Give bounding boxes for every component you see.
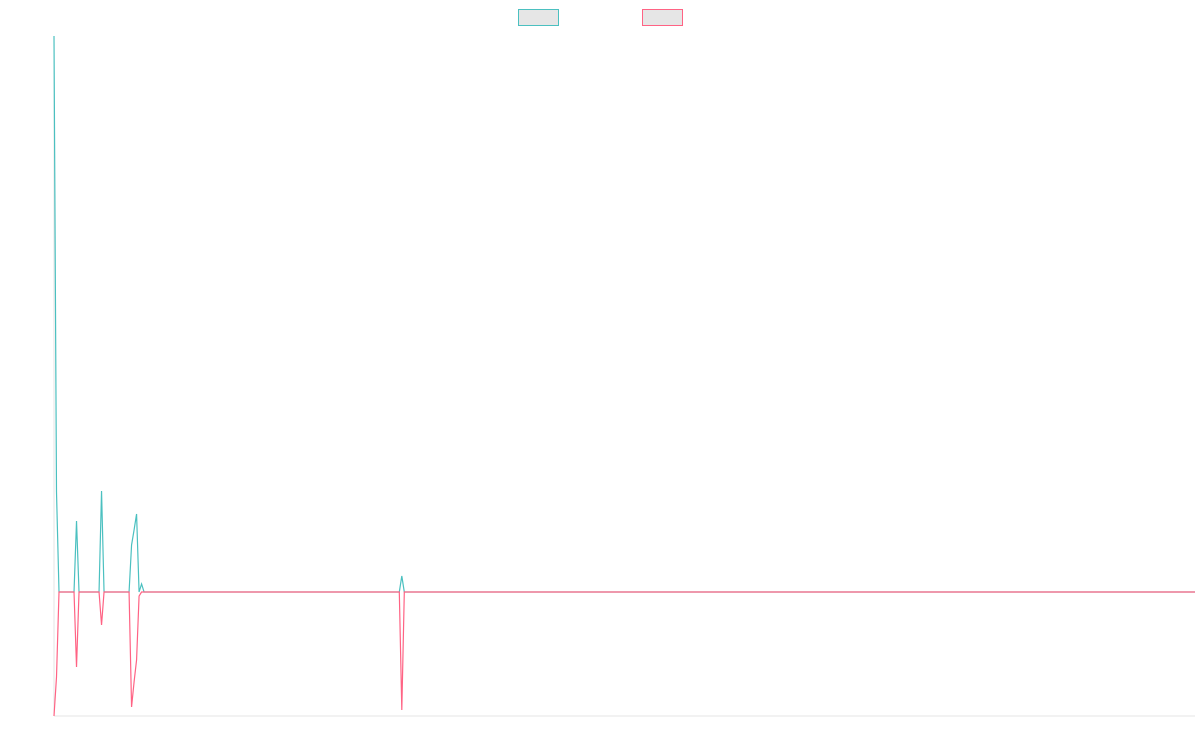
- series-line: [53, 35, 1195, 593]
- series-line: [53, 591, 1195, 717]
- legend-swatch: [642, 9, 683, 26]
- legend-swatch: [518, 9, 559, 26]
